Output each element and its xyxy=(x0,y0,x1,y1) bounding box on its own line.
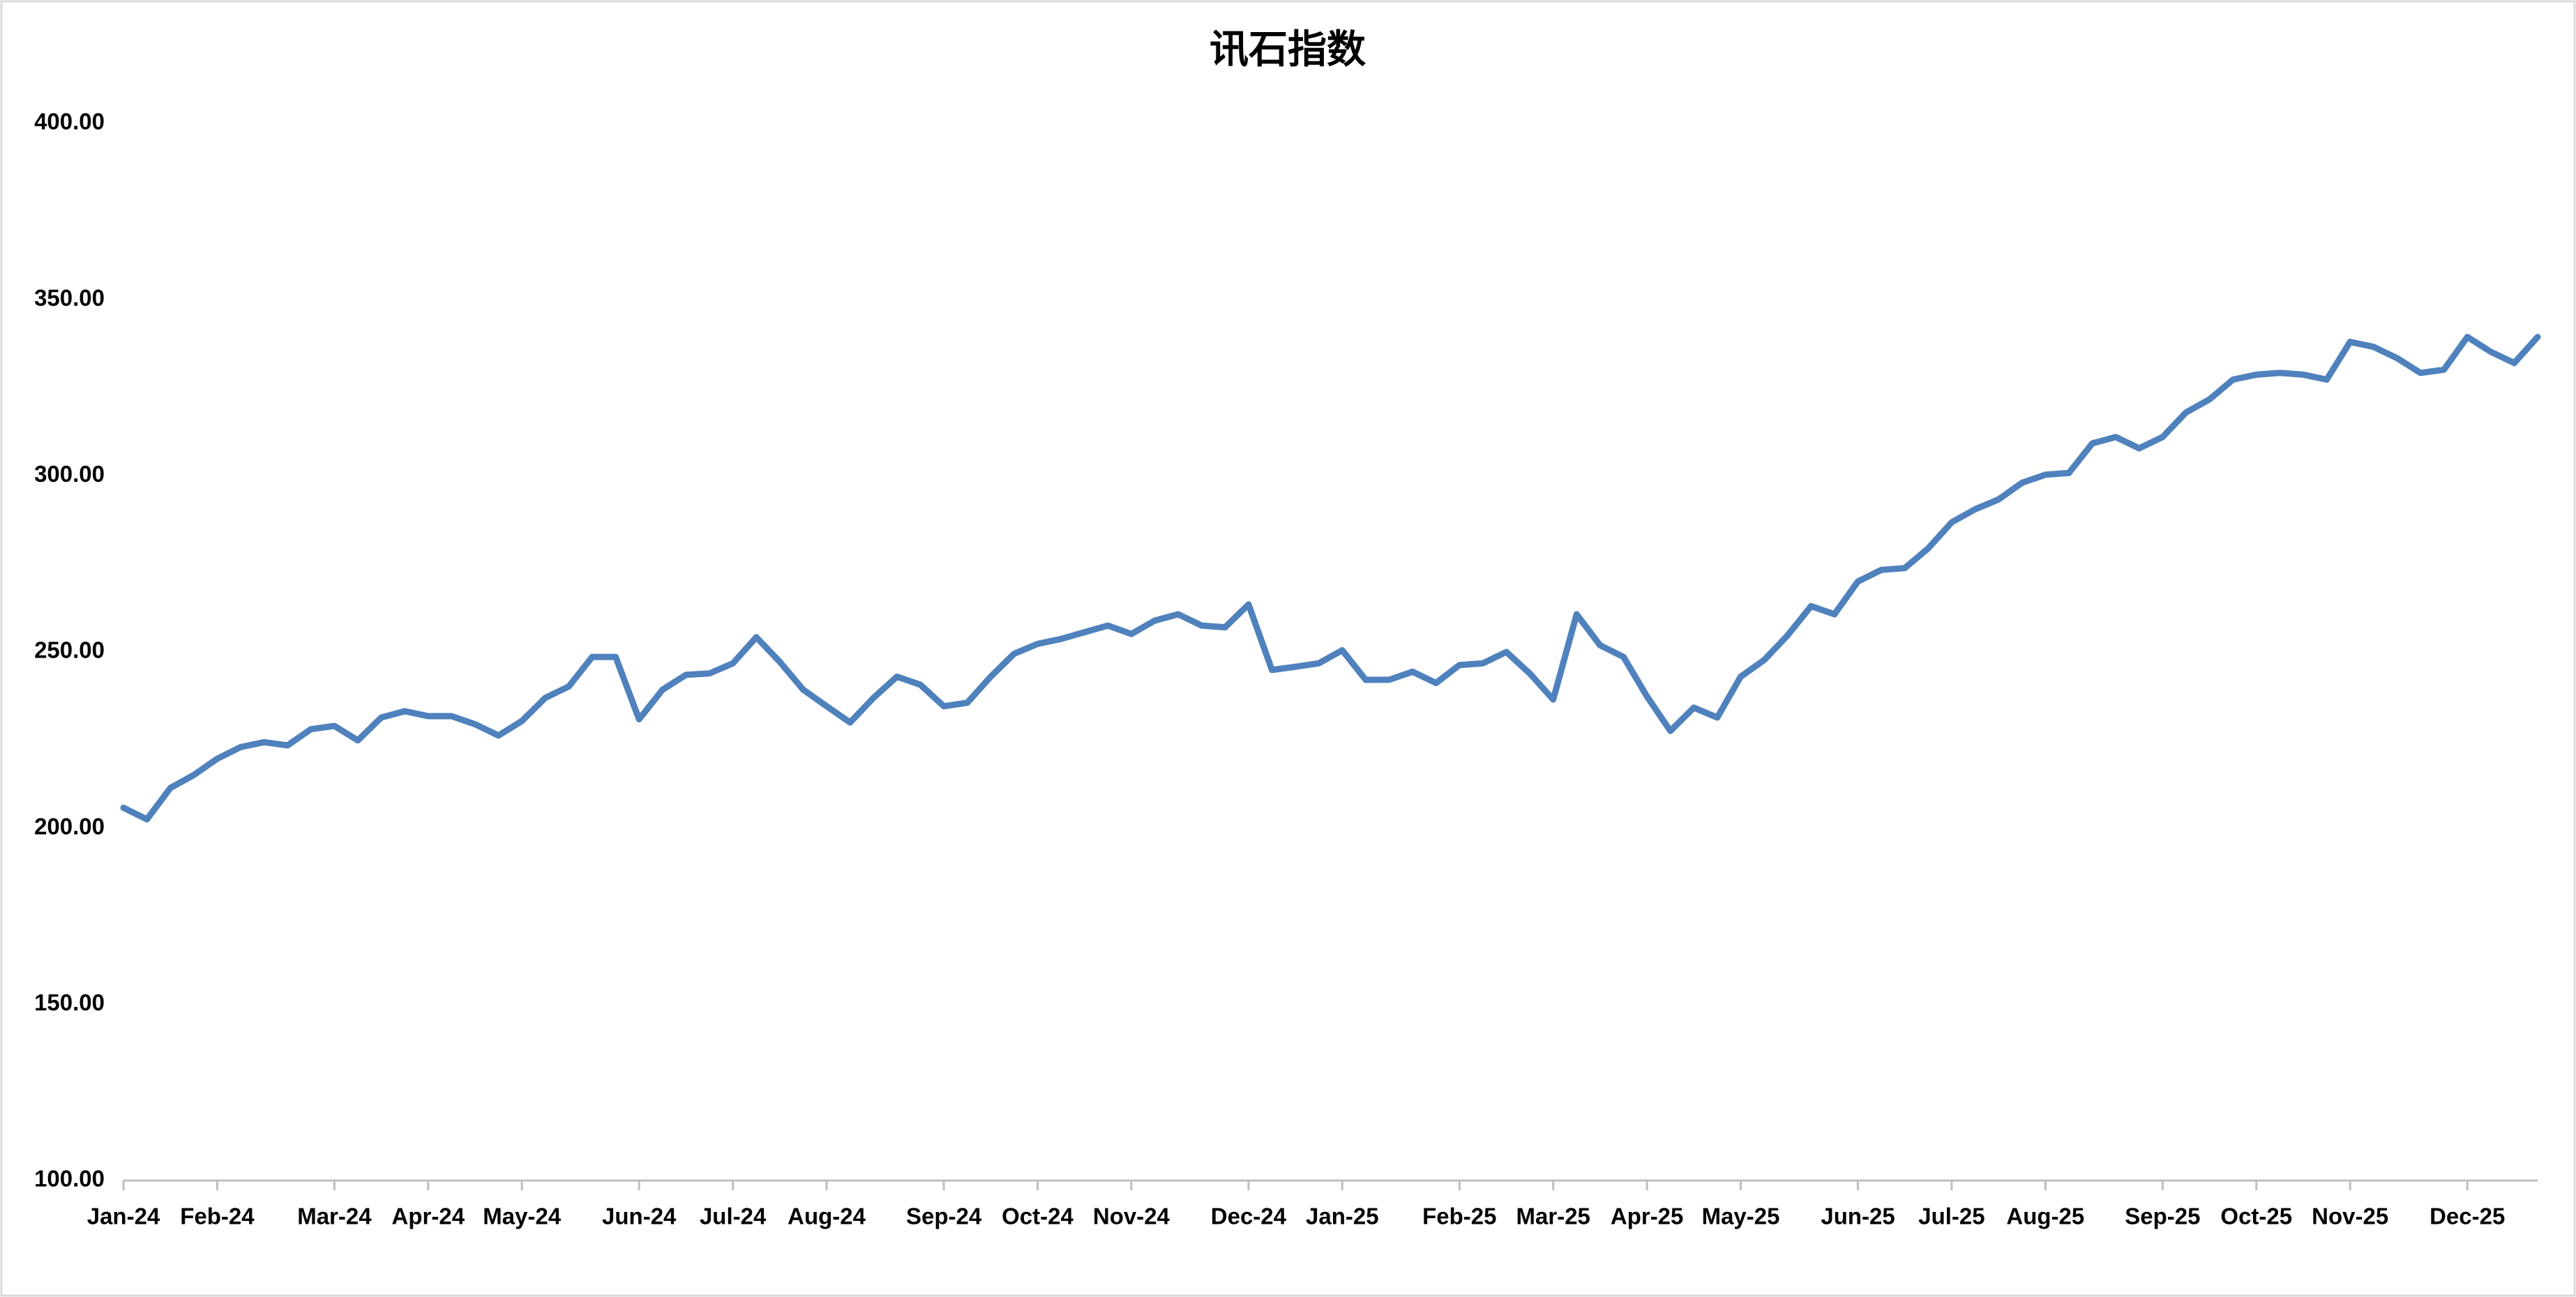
y-tick-label: 350.00 xyxy=(34,285,105,310)
x-tick-label: Mar-25 xyxy=(1516,1204,1590,1229)
x-tick-label: Jan-24 xyxy=(87,1204,160,1229)
x-tick-label: Nov-25 xyxy=(2312,1204,2388,1229)
x-tick-label: Apr-25 xyxy=(1611,1204,1684,1229)
x-tick-label: May-24 xyxy=(483,1204,562,1229)
y-tick-label: 250.00 xyxy=(34,637,105,663)
x-tick-label: Oct-24 xyxy=(1002,1204,1074,1229)
x-tick-label: Oct-25 xyxy=(2220,1204,2292,1229)
x-tick-label: Jul-24 xyxy=(700,1204,767,1229)
y-tick-label: 200.00 xyxy=(34,813,105,839)
y-tick-label: 150.00 xyxy=(34,989,105,1015)
x-tick-label: May-25 xyxy=(1702,1204,1780,1229)
x-tick-label: Sep-25 xyxy=(2125,1204,2200,1229)
x-tick-label: Jan-25 xyxy=(1306,1204,1379,1229)
x-tick-label: Aug-25 xyxy=(2006,1204,2084,1229)
chart-title: 讯石指数 xyxy=(1210,27,1366,71)
y-tick-label: 400.00 xyxy=(34,109,105,135)
y-tick-label: 300.00 xyxy=(34,461,105,487)
x-tick-label: Dec-25 xyxy=(2430,1204,2505,1229)
line xyxy=(120,333,2541,823)
x-tick-label: Apr-24 xyxy=(392,1204,465,1229)
y-tick-label: 100.00 xyxy=(34,1166,105,1192)
x-tick-label: Jul-25 xyxy=(1918,1204,1984,1229)
x-tick-label: Feb-24 xyxy=(180,1204,255,1229)
x-tick-label: Jun-25 xyxy=(1821,1204,1895,1229)
x-tick-label: Jun-24 xyxy=(602,1204,677,1229)
x-tick-label: Mar-24 xyxy=(297,1204,372,1229)
x-tick-label: Feb-25 xyxy=(1422,1204,1496,1229)
x-tick-label: Nov-24 xyxy=(1093,1204,1170,1229)
x-tick-label: Sep-24 xyxy=(906,1204,982,1229)
x-tick-label: Dec-24 xyxy=(1211,1204,1287,1229)
x-tick-label: Aug-24 xyxy=(788,1204,866,1229)
